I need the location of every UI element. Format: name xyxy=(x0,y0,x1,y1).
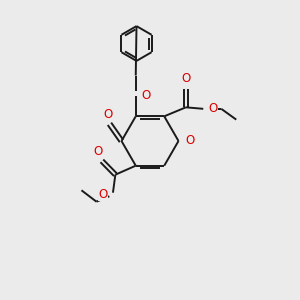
Text: O: O xyxy=(98,188,107,201)
Text: O: O xyxy=(94,145,103,158)
Text: O: O xyxy=(103,108,112,121)
Text: O: O xyxy=(141,89,150,102)
Text: O: O xyxy=(181,72,190,85)
Text: O: O xyxy=(185,134,194,148)
Text: O: O xyxy=(209,102,218,115)
